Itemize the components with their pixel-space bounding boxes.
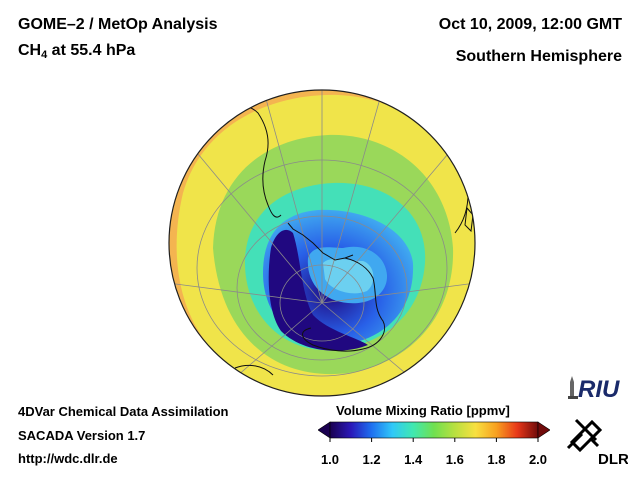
tick-label-4: 1.8 xyxy=(487,452,505,467)
coast-antarctic-peninsula xyxy=(287,222,354,261)
colorbar-bar xyxy=(329,421,539,439)
field-core xyxy=(268,229,368,351)
riu-logo: RIU xyxy=(568,376,620,402)
colorbar-ticks xyxy=(329,438,539,442)
dlr-logo: DLR xyxy=(566,418,628,468)
dlr-emblem-arm-2 xyxy=(569,419,603,453)
meridian-8 xyxy=(262,90,323,304)
species-subscript: 4 xyxy=(41,49,48,61)
region-label: Southern Hemisphere xyxy=(455,48,622,65)
pressure-level: at 55.4 hPa xyxy=(47,42,136,59)
species-name: CH xyxy=(18,42,42,59)
colorbar: 1.0 1.2 1.4 1.6 1.8 2.0 xyxy=(318,421,550,467)
meridian-9 xyxy=(321,90,384,304)
riu-tower-icon xyxy=(570,376,574,398)
dlr-logo-text: DLR xyxy=(598,451,628,468)
globe-outline xyxy=(168,89,476,397)
footer-url: http://wdc.dlr.de xyxy=(18,451,118,466)
meridian-2 xyxy=(192,147,323,304)
riu-logo-text: RIU xyxy=(578,376,620,402)
footer-method: 4DVar Chemical Data Assimilation xyxy=(18,404,229,419)
tick-label-1: 1.2 xyxy=(363,452,381,467)
colorbar-arrow-low xyxy=(318,421,331,439)
tick-label-5: 2.0 xyxy=(529,452,547,467)
coast-antarctica xyxy=(302,257,386,352)
colorbar-title: Volume Mixing Ratio [ppmv] xyxy=(336,403,510,418)
map-title: GOME–2 / MetOp Analysis xyxy=(18,16,218,33)
hemisphere-map xyxy=(168,89,476,397)
meridian-3 xyxy=(321,147,454,304)
field-vortex-hole-inner xyxy=(323,258,374,294)
tick-label-0: 1.0 xyxy=(321,452,339,467)
colorbar-arrow-high xyxy=(537,421,550,439)
dlr-emblem-arm-4 xyxy=(566,432,584,450)
datetime-label: Oct 10, 2009, 12:00 GMT xyxy=(438,16,622,33)
graticule xyxy=(169,90,475,389)
globe-fill xyxy=(169,90,475,396)
meridian-5 xyxy=(321,282,475,304)
tick-label-2: 1.4 xyxy=(404,452,423,467)
tick-label-3: 1.6 xyxy=(446,452,464,467)
footer-version: SACADA Version 1.7 xyxy=(18,428,146,443)
meridian-4 xyxy=(169,282,323,304)
species-level-label: CH4 at 55.4 hPa xyxy=(18,42,135,61)
riu-base xyxy=(568,396,578,399)
coast-australia xyxy=(234,364,274,376)
coast-madagascar xyxy=(464,206,474,233)
dlr-emblem-arm-3 xyxy=(588,436,600,448)
dlr-emblem-icon xyxy=(566,418,603,453)
